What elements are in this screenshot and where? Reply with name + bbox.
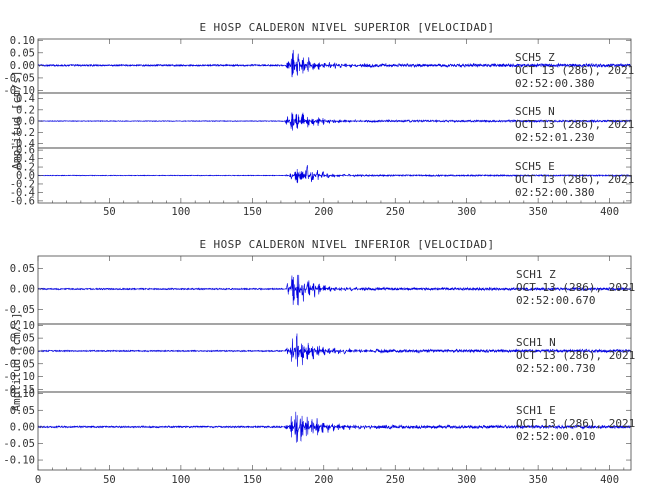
- x-tick-label: 150: [243, 206, 262, 218]
- x-tick-label: 0: [35, 474, 41, 486]
- x-tick-label: 250: [386, 206, 405, 218]
- waveform-sch5-n: [37, 112, 632, 131]
- text-layer: E HOSP CALDERON NIVEL SUPERIOR [VELOCIDA…: [3, 21, 635, 486]
- waveform-sch1-e: [37, 411, 632, 443]
- trace-component-label: SCH1 N: [516, 336, 556, 349]
- trace-date-label: OCT 13 (286), 2021: [515, 173, 634, 186]
- trace-component-label: SCH5 N: [515, 105, 555, 118]
- y-tick-label: 0.10: [10, 320, 35, 332]
- y-tick-label: 0.0: [16, 116, 35, 128]
- x-tick-label: 300: [457, 474, 476, 486]
- x-tick-label: 150: [243, 474, 262, 486]
- y-tick-label: -0.4: [10, 138, 35, 150]
- x-tick-label: 100: [171, 474, 190, 486]
- y-tick-label: -0.2: [10, 127, 35, 139]
- y-tick-label: 0.05: [10, 263, 35, 275]
- chart-title-bottom: E HOSP CALDERON NIVEL INFERIOR [VELOCIDA…: [200, 238, 495, 251]
- y-tick-label: -0.05: [3, 438, 35, 450]
- y-tick-label: 0.05: [10, 333, 35, 345]
- trace-date-label: OCT 13 (286), 2021: [515, 118, 634, 131]
- chart-title-top: E HOSP CALDERON NIVEL SUPERIOR [VELOCIDA…: [200, 21, 495, 34]
- y-tick-label: 0.4: [16, 93, 35, 105]
- y-tick-label: -0.05: [3, 358, 35, 370]
- trace-time-label: 02:52:00.380: [515, 77, 594, 90]
- y-tick-label: -0.10: [3, 85, 35, 97]
- trace-date-label: OCT 13 (286), 2021: [516, 417, 635, 430]
- trace-component-label: SCH5 E: [515, 160, 555, 173]
- y-tick-label: -0.15: [3, 384, 35, 396]
- y-tick-label: 0.2: [16, 162, 35, 174]
- y-tick-label: 0.05: [10, 405, 35, 417]
- x-tick-label: 400: [600, 206, 619, 218]
- y-tick-label: -0.05: [3, 72, 35, 84]
- y-tick-label: -0.10: [3, 371, 35, 383]
- axes-layer: [37, 38, 632, 471]
- trace-time-label: 02:52:00.010: [516, 430, 595, 443]
- trace-time-label: 02:52:00.730: [516, 362, 595, 375]
- trace-time-label: 02:52:01.230: [515, 131, 594, 144]
- trace-component-label: SCH1 E: [516, 404, 556, 417]
- y-tick-label: 0.00: [10, 60, 35, 72]
- y-tick-label: -0.6: [10, 195, 35, 207]
- y-tick-label: 0.05: [10, 47, 35, 59]
- x-tick-label: 100: [171, 206, 190, 218]
- x-tick-label: 400: [600, 474, 619, 486]
- y-tick-label: -0.10: [3, 455, 35, 467]
- y-tick-label: 0.10: [10, 388, 35, 400]
- x-tick-label: 350: [529, 474, 548, 486]
- trace-date-label: OCT 13 (286), 2021: [516, 349, 635, 362]
- traces-layer: [37, 49, 632, 443]
- y-tick-label: 0.4: [16, 153, 35, 165]
- y-tick-label: 0.0: [16, 170, 35, 182]
- trace-date-label: OCT 13 (286), 2021: [516, 281, 635, 294]
- y-axis-label-top: Amplitud [cm/s]: [10, 70, 23, 169]
- y-axis-label-bottom: Amplitud [cm/s]: [10, 312, 23, 411]
- trace-date-label: OCT 13 (286), 2021: [515, 64, 634, 77]
- waveform-sch5-z: [37, 49, 632, 78]
- trace-time-label: 02:52:00.670: [516, 294, 595, 307]
- y-tick-label: 0.00: [10, 283, 35, 295]
- x-tick-label: 50: [103, 206, 116, 218]
- x-tick-label: 200: [314, 206, 333, 218]
- y-tick-label: -0.05: [3, 304, 35, 316]
- trace-component-label: SCH5 Z: [515, 51, 555, 64]
- y-tick-label: -0.2: [10, 178, 35, 190]
- y-tick-label: 0.6: [16, 145, 35, 157]
- y-tick-label: -0.4: [10, 187, 35, 199]
- x-tick-label: 250: [386, 474, 405, 486]
- waveform-sch1-z: [37, 274, 632, 306]
- waveform-sch1-n: [37, 333, 632, 367]
- x-tick-label: 300: [457, 206, 476, 218]
- waveform-sch5-e: [37, 164, 632, 184]
- x-tick-label: 50: [103, 474, 116, 486]
- trace-time-label: 02:52:00.380: [515, 186, 594, 199]
- y-tick-label: 0.00: [10, 345, 35, 357]
- trace-component-label: SCH1 Z: [516, 268, 556, 281]
- y-tick-label: 0.2: [16, 104, 35, 116]
- y-tick-label: 0.10: [10, 35, 35, 47]
- panel-frame: [37, 391, 632, 471]
- x-tick-label: 350: [529, 206, 548, 218]
- x-tick-label: 200: [314, 474, 333, 486]
- y-tick-label: 0.00: [10, 421, 35, 433]
